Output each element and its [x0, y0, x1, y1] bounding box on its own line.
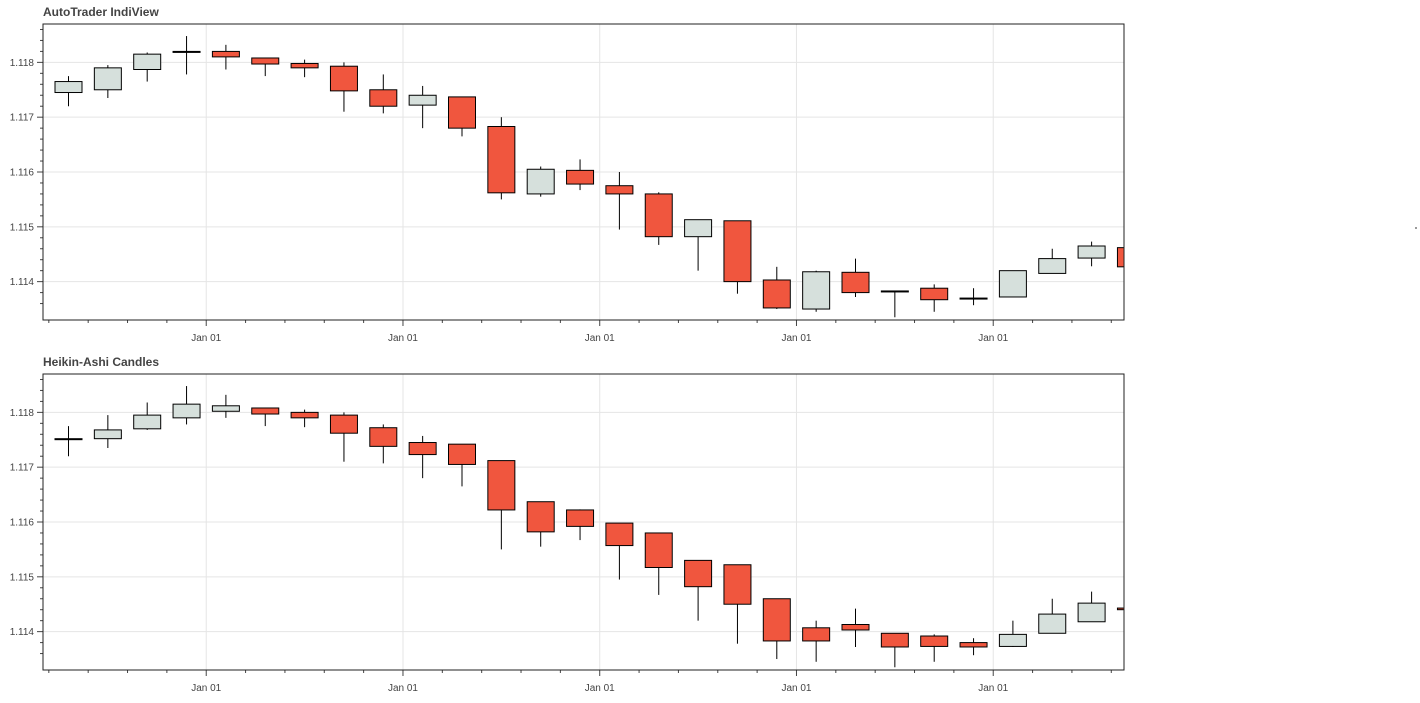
y-tick-label: 1.116	[10, 168, 35, 179]
candle-body-up[interactable]	[133, 414, 162, 430]
candle-body-up[interactable]	[93, 429, 122, 440]
candle-body-down[interactable]	[369, 89, 398, 107]
candle-body-up[interactable]	[684, 219, 713, 238]
candle-body-up[interactable]	[998, 633, 1027, 647]
plot-frame	[42, 373, 1125, 671]
candle-body-down[interactable]	[841, 271, 870, 294]
candle-body-down[interactable]	[329, 414, 358, 434]
candle-body-down[interactable]	[920, 287, 949, 301]
candle-body-down[interactable]	[369, 427, 398, 447]
candle-body-down[interactable]	[566, 169, 595, 185]
y-tick-label: 1.115	[10, 222, 35, 233]
candle-body-up[interactable]	[802, 271, 831, 310]
x-tick-label: Jan 01	[585, 333, 615, 344]
candles-group	[54, 386, 1140, 668]
candle-body-down[interactable]	[526, 501, 555, 533]
y-tick-label: 1.117	[10, 113, 35, 124]
y-tick-label: 1.116	[10, 518, 35, 529]
y-tick-label: 1.118	[10, 58, 35, 69]
x-tick-label: Jan 01	[388, 683, 418, 694]
candle-body-down[interactable]	[251, 57, 280, 65]
candle-body-up[interactable]	[54, 438, 83, 441]
candle-body-down[interactable]	[802, 627, 831, 642]
candle-body-up[interactable]	[1038, 258, 1067, 274]
candle-body-up[interactable]	[1038, 613, 1067, 634]
candle-body-up[interactable]	[172, 50, 201, 53]
candle-body-up[interactable]	[133, 53, 162, 70]
candle-body-up[interactable]	[408, 94, 437, 106]
x-tick-label: Jan 01	[585, 683, 615, 694]
chart-title: AutoTrader IndiView	[43, 5, 159, 19]
x-tick-label: Jan 01	[191, 333, 221, 344]
candles-group	[54, 36, 1140, 318]
candle-body-up[interactable]	[54, 81, 83, 94]
candle-body-down[interactable]	[605, 522, 634, 547]
candle-body-up[interactable]	[1077, 602, 1106, 623]
candle-body-down[interactable]	[211, 50, 240, 58]
heikin-ashi-candlestick-plot[interactable]: 1.114 1.115 1.116 1.117 1.118 Jan 01 Jan 01 Jan…	[0, 350, 1140, 700]
candle-body-down[interactable]	[841, 624, 870, 631]
candle-body-down[interactable]	[1116, 607, 1140, 611]
x-tick-label: Jan 01	[781, 333, 811, 344]
candle-body-down[interactable]	[605, 185, 634, 195]
candle-body-up[interactable]	[211, 405, 240, 412]
indiview-chart-panel: AutoTrader IndiView 1.114 1.115 1.116 1.117…	[0, 0, 1140, 350]
y-tick-label: 1.114	[10, 627, 35, 638]
candle-body-down[interactable]	[290, 411, 319, 419]
candle-body-down[interactable]	[251, 407, 280, 415]
candle-body-down[interactable]	[566, 509, 595, 527]
candle-body-up[interactable]	[93, 67, 122, 91]
edge-marker-dot	[1415, 227, 1417, 229]
candle-body-down[interactable]	[1116, 247, 1140, 268]
candle-body-down[interactable]	[448, 443, 476, 465]
x-tick-label: Jan 01	[388, 333, 418, 344]
y-tick-label: 1.115	[10, 572, 35, 583]
candle-body-down[interactable]	[723, 564, 752, 605]
y-tick-label: 1.114	[10, 277, 35, 288]
plot-frame	[42, 23, 1125, 321]
candle-body-down[interactable]	[762, 598, 791, 642]
indiview-candlestick-plot[interactable]: 1.114 1.115 1.116 1.117 1.118 Jan 01 Jan 01 Jan…	[0, 0, 1140, 350]
candle-body-down[interactable]	[487, 126, 516, 194]
candle-body-down[interactable]	[880, 632, 909, 648]
candle-body-down[interactable]	[290, 62, 319, 69]
heikin-ashi-chart-panel: Heikin-Ashi Candles 1.114 1.115 1.116 1.117…	[0, 350, 1140, 700]
y-tick-label: 1.117	[10, 463, 35, 474]
chart-title: Heikin-Ashi Candles	[43, 355, 160, 369]
candle-body-down[interactable]	[959, 642, 988, 648]
candle-body-up[interactable]	[172, 403, 201, 419]
candle-body-up[interactable]	[526, 168, 555, 195]
candle-body-up[interactable]	[998, 270, 1027, 298]
x-tick-label: Jan 01	[978, 333, 1008, 344]
candle-body-down[interactable]	[644, 193, 673, 238]
candle-body-down[interactable]	[762, 279, 791, 309]
candle-body-down[interactable]	[644, 532, 673, 568]
x-tick-label: Jan 01	[781, 683, 811, 694]
candle-body-down[interactable]	[723, 220, 752, 283]
x-tick-label: Jan 01	[978, 683, 1008, 694]
candle-body-down[interactable]	[448, 96, 476, 129]
candle-body-down[interactable]	[684, 559, 713, 588]
candle-body-down[interactable]	[408, 442, 437, 456]
candle-body-up[interactable]	[1077, 245, 1106, 259]
candle-body-up[interactable]	[880, 290, 909, 293]
candle-body-down[interactable]	[487, 460, 516, 511]
candle-body-down[interactable]	[920, 635, 949, 647]
candle-body-up[interactable]	[959, 297, 988, 300]
y-tick-label: 1.118	[10, 408, 35, 419]
x-tick-label: Jan 01	[191, 683, 221, 694]
candle-body-down[interactable]	[329, 65, 358, 92]
